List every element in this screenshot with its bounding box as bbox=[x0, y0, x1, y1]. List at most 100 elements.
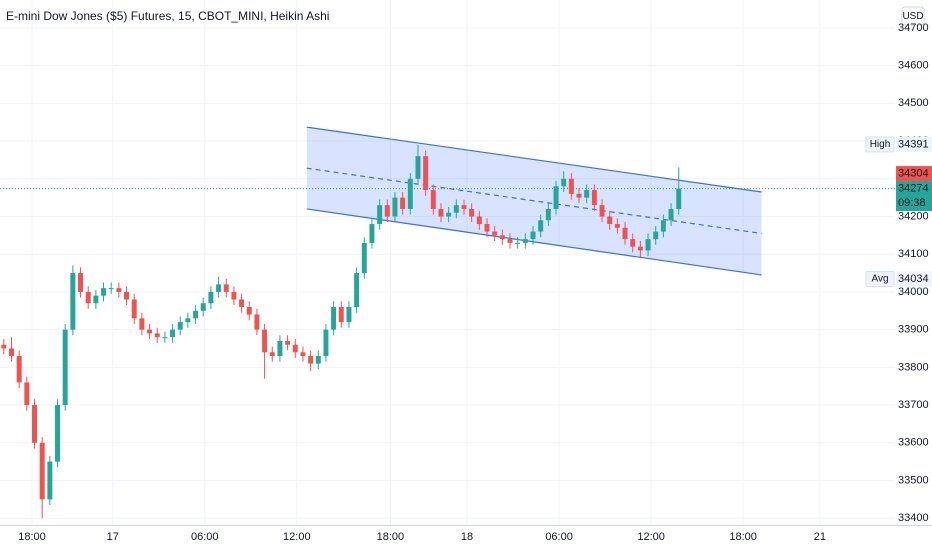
price-tag bbox=[896, 136, 932, 152]
y-tick-label: 33700 bbox=[898, 399, 929, 411]
price-tag-label: 34274 bbox=[898, 182, 929, 194]
candle-body bbox=[415, 156, 421, 179]
price-tag-name: High bbox=[870, 139, 891, 150]
x-tick-label: 18:00 bbox=[377, 531, 405, 543]
candle-body bbox=[292, 344, 298, 353]
candle-body bbox=[170, 329, 176, 338]
candle-body bbox=[200, 303, 206, 311]
x-tick-label: 12:00 bbox=[283, 531, 311, 543]
y-tick-label: 34200 bbox=[898, 210, 929, 222]
candle-body bbox=[254, 314, 260, 330]
candle-body bbox=[177, 322, 183, 330]
candle-body bbox=[239, 299, 245, 308]
candle-body bbox=[384, 205, 390, 217]
candle-body bbox=[1, 344, 7, 349]
candle-body bbox=[131, 299, 137, 319]
candle-body bbox=[9, 348, 14, 357]
candle-body bbox=[453, 205, 459, 213]
candle-body bbox=[599, 205, 605, 217]
candle-body bbox=[216, 284, 222, 292]
candle-body bbox=[668, 208, 674, 221]
x-tick-label: 12:00 bbox=[637, 531, 665, 543]
candle-body bbox=[116, 288, 122, 292]
y-tick-label: 34600 bbox=[898, 60, 929, 72]
candle-body bbox=[492, 231, 498, 236]
x-tick-label: 21 bbox=[814, 531, 826, 543]
candle-body bbox=[55, 405, 61, 462]
candle-body bbox=[614, 224, 620, 228]
candle-body bbox=[607, 216, 613, 225]
candle-body bbox=[622, 227, 628, 240]
channel-line bbox=[306, 208, 762, 276]
candle-body bbox=[553, 186, 559, 209]
candle-body bbox=[315, 356, 321, 364]
price-tag bbox=[896, 181, 932, 212]
candle-body bbox=[392, 197, 398, 217]
price-tag bbox=[896, 271, 932, 287]
y-tick-label: 34100 bbox=[898, 248, 929, 260]
candle-body bbox=[469, 208, 475, 217]
candle-body bbox=[499, 235, 505, 240]
currency-label: USD bbox=[902, 11, 923, 22]
candle-body bbox=[515, 242, 521, 244]
y-tick-label: 34000 bbox=[898, 286, 929, 298]
price-tag-name: Avg bbox=[871, 274, 888, 285]
price-tag bbox=[896, 166, 932, 182]
candle-body bbox=[438, 208, 444, 217]
candle-body bbox=[369, 224, 375, 243]
candle-body bbox=[39, 442, 45, 500]
y-tick-label: 33400 bbox=[898, 512, 929, 524]
candle-body bbox=[285, 340, 291, 345]
candle-body bbox=[645, 239, 651, 251]
candle-body bbox=[308, 356, 314, 364]
candle-body bbox=[507, 239, 513, 243]
candle-body bbox=[208, 291, 214, 304]
candle-body bbox=[653, 231, 659, 240]
y-tick-label: 34700 bbox=[898, 22, 929, 34]
x-tick-label: 18:00 bbox=[18, 531, 46, 543]
candle-body bbox=[660, 220, 666, 232]
price-tag-name-box bbox=[865, 271, 895, 288]
price-tag-label: 34391 bbox=[898, 138, 929, 150]
channel-line bbox=[306, 126, 762, 193]
currency-button[interactable] bbox=[901, 6, 925, 26]
candle-body bbox=[361, 242, 367, 274]
y-tick-label: 33800 bbox=[898, 361, 929, 373]
candle-body bbox=[24, 382, 30, 406]
y-tick-label: 34500 bbox=[898, 97, 929, 109]
price-tag-name-box bbox=[865, 136, 895, 153]
candle-body bbox=[300, 352, 306, 357]
x-tick-label: 06:00 bbox=[545, 531, 573, 543]
candle-body bbox=[591, 190, 597, 206]
y-tick-label: 33900 bbox=[898, 324, 929, 336]
candle-body bbox=[185, 318, 191, 323]
candle-body bbox=[32, 405, 38, 443]
candle-body bbox=[231, 291, 237, 300]
candle-body bbox=[568, 178, 574, 194]
candle-body bbox=[93, 295, 99, 304]
candle-body bbox=[545, 208, 551, 221]
price-tag-label: 34304 bbox=[898, 167, 929, 179]
candle-body bbox=[154, 333, 160, 338]
candle-body bbox=[676, 188, 682, 209]
candle-body bbox=[476, 216, 482, 225]
candle-body bbox=[85, 291, 91, 304]
candle-body bbox=[423, 156, 429, 191]
grid bbox=[0, 0, 895, 525]
candle-body bbox=[124, 291, 130, 300]
candle-body bbox=[246, 307, 252, 315]
candle-body bbox=[323, 329, 329, 357]
candle-body bbox=[223, 284, 229, 292]
candle-body bbox=[377, 205, 383, 225]
candle-body bbox=[277, 340, 283, 357]
candle-body bbox=[147, 329, 153, 334]
candle-body bbox=[269, 352, 275, 357]
plot bbox=[1, 126, 762, 519]
candle-body bbox=[162, 337, 168, 339]
candle-body bbox=[70, 273, 76, 330]
candle-body bbox=[354, 273, 360, 308]
candle-body bbox=[637, 246, 643, 251]
candle-body bbox=[346, 307, 352, 323]
candle-body bbox=[139, 318, 145, 330]
